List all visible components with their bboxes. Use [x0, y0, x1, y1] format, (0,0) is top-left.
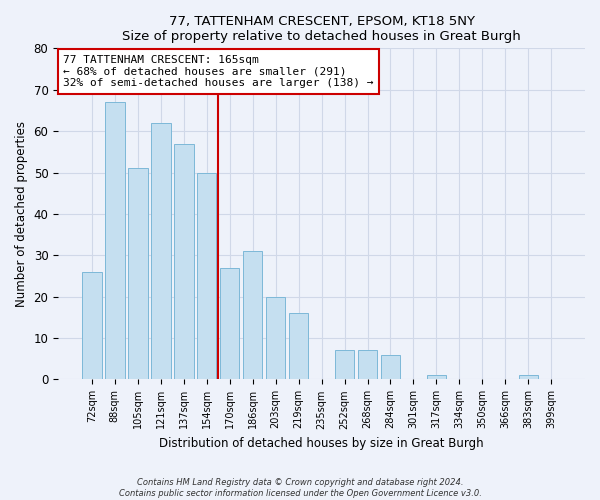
- Bar: [289, 313, 308, 380]
- Y-axis label: Number of detached properties: Number of detached properties: [15, 121, 28, 307]
- Bar: [128, 168, 148, 380]
- Bar: [381, 354, 400, 380]
- Bar: [243, 251, 262, 380]
- Bar: [174, 144, 194, 380]
- Bar: [518, 376, 538, 380]
- X-axis label: Distribution of detached houses by size in Great Burgh: Distribution of detached houses by size …: [159, 437, 484, 450]
- Text: 77 TATTENHAM CRESCENT: 165sqm
← 68% of detached houses are smaller (291)
32% of : 77 TATTENHAM CRESCENT: 165sqm ← 68% of d…: [64, 55, 374, 88]
- Bar: [358, 350, 377, 380]
- Bar: [151, 123, 170, 380]
- Title: 77, TATTENHAM CRESCENT, EPSOM, KT18 5NY
Size of property relative to detached ho: 77, TATTENHAM CRESCENT, EPSOM, KT18 5NY …: [122, 15, 521, 43]
- Bar: [105, 102, 125, 380]
- Bar: [427, 376, 446, 380]
- Bar: [266, 296, 286, 380]
- Bar: [335, 350, 355, 380]
- Bar: [197, 172, 217, 380]
- Bar: [220, 268, 239, 380]
- Text: Contains HM Land Registry data © Crown copyright and database right 2024.
Contai: Contains HM Land Registry data © Crown c…: [119, 478, 481, 498]
- Bar: [82, 272, 101, 380]
